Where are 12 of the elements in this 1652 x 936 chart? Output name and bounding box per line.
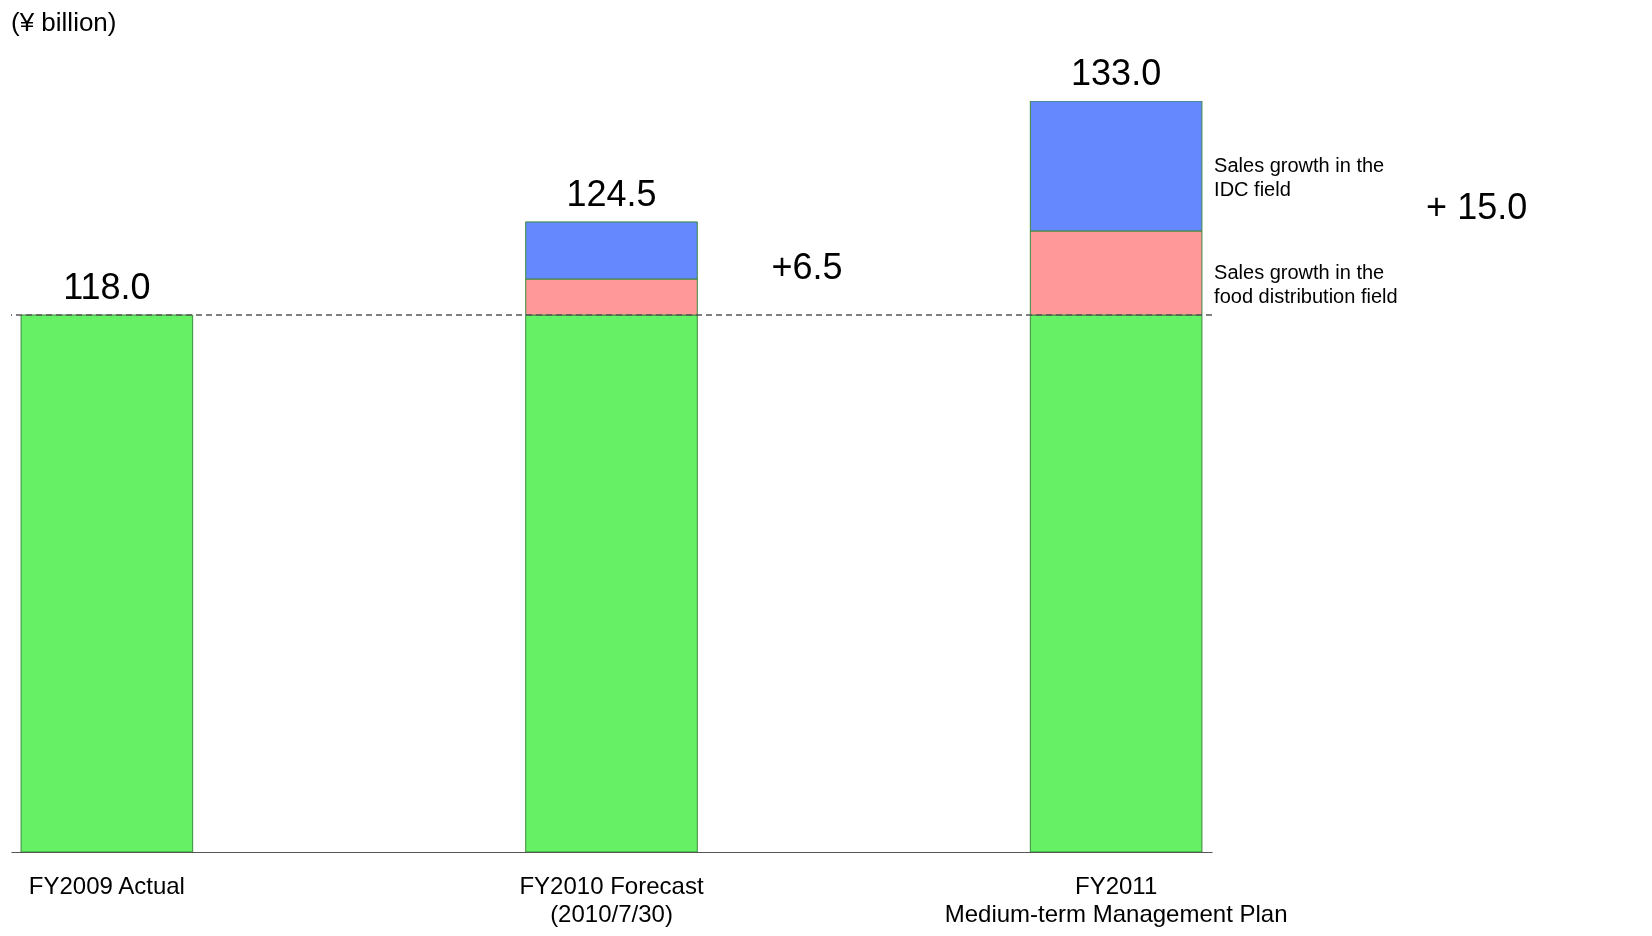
- series-label: Sales growth in the IDC field: [1214, 153, 1385, 200]
- annotation: +6.5: [771, 246, 843, 288]
- bar: [20, 314, 194, 852]
- y-axis-title: (¥ billion): [11, 7, 117, 37]
- annotation: 124.5: [566, 172, 657, 214]
- x-tick-label: FY2009 Actual: [28, 871, 185, 899]
- x-tick-label: FY2011 Medium-term Management Plan: [944, 871, 1288, 927]
- annotation: 118.0: [63, 266, 151, 308]
- x-tick-label: FY2010 Forecast (2010/7/30): [519, 871, 704, 927]
- text: + 15.0: [1426, 186, 1528, 228]
- series-label: Sales growth in the food distribution field: [1214, 260, 1398, 307]
- annotation: 133.0: [1071, 52, 1162, 93]
